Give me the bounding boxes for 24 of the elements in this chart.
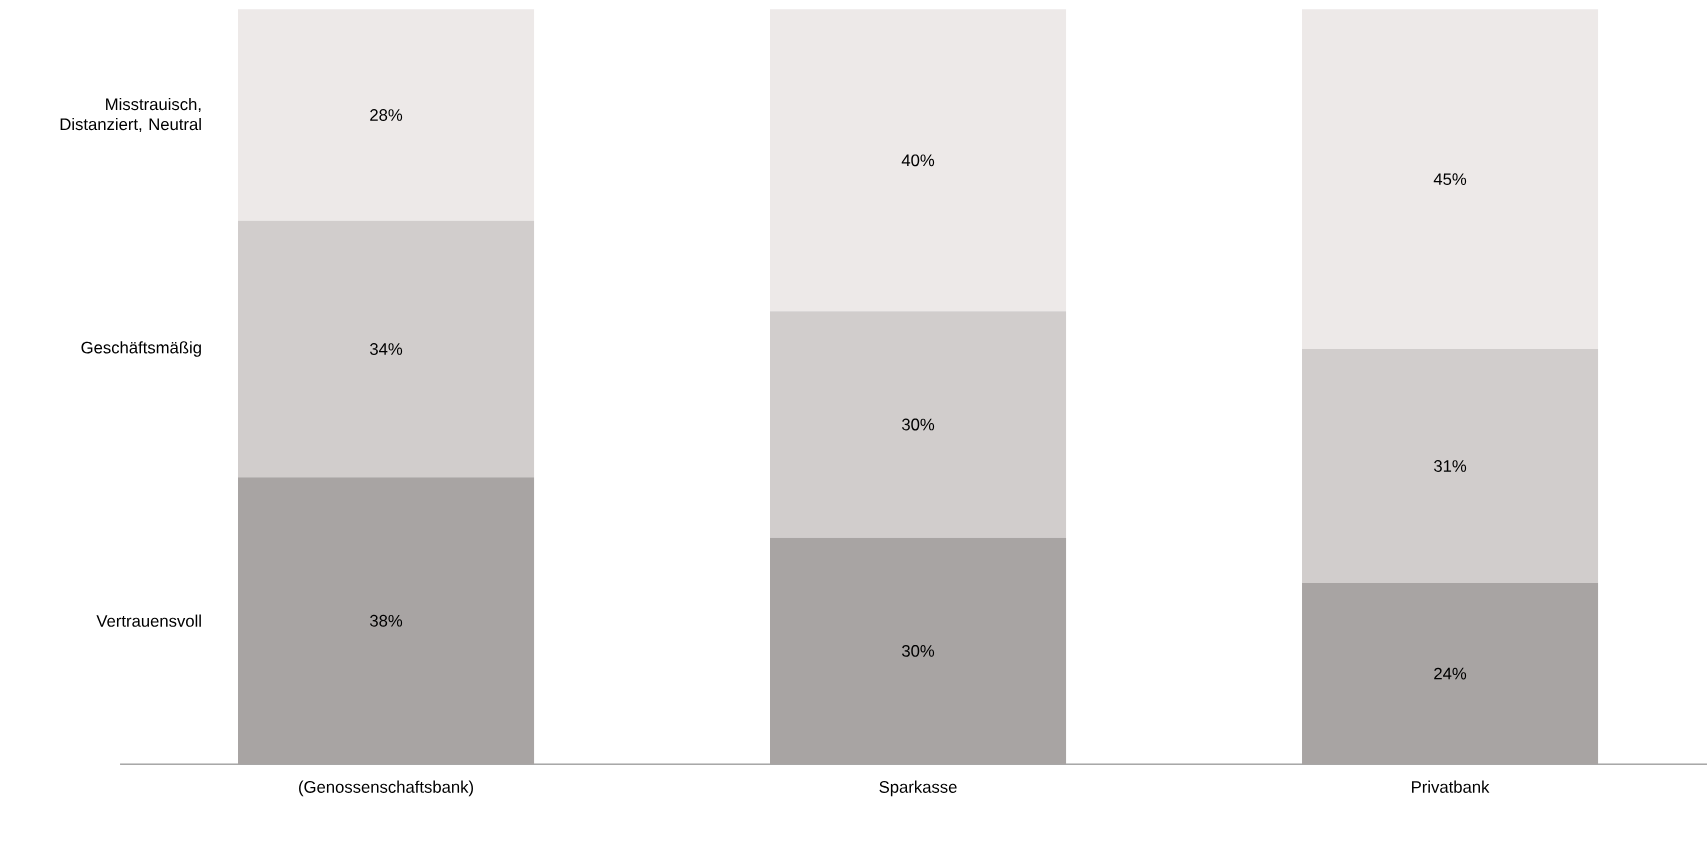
data-label: 28%: [370, 109, 403, 121]
data-label: 40%: [901, 154, 935, 167]
text: Geschäftsmäßig: [81, 341, 201, 357]
data-label: 24%: [1434, 667, 1467, 680]
bar: [1302, 9, 1599, 349]
data-label: 34%: [369, 343, 403, 355]
x-tick-label: (Genossenschaftsbank): [299, 780, 474, 797]
bar: [238, 477, 535, 765]
data-label: 45%: [1433, 173, 1467, 185]
text: Misstrauisch, Distanziert, Neutral: [60, 97, 201, 133]
bar: [770, 311, 1067, 538]
bar: [238, 9, 535, 221]
bar: [770, 537, 1067, 765]
bar: [1302, 582, 1599, 765]
data-label: 31%: [1433, 460, 1467, 472]
x-tick-label: Privatbank: [1412, 780, 1490, 793]
bar: [770, 9, 1067, 312]
bar: [238, 220, 535, 478]
data-label: 30%: [901, 418, 935, 431]
data-label: 38%: [369, 614, 403, 627]
x-tick-label: Sparkasse: [879, 780, 957, 797]
bar: [1302, 348, 1599, 583]
text: Vertrauensvoll: [96, 614, 201, 627]
data-label: 30%: [901, 644, 935, 657]
